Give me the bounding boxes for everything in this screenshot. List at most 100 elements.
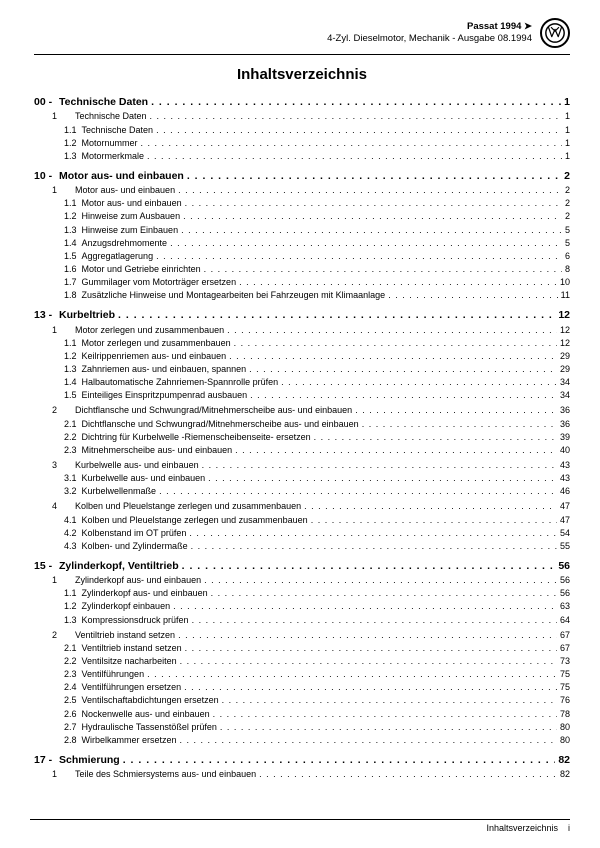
entry-number: 1.1 (34, 337, 77, 349)
toc-section: 00 - Technische Daten . . . . . . . . . … (34, 95, 570, 162)
entry-number: 2.2 (34, 431, 77, 443)
entry-page: 67 (560, 629, 570, 641)
entry-number: 1 (34, 184, 70, 196)
entry-title: Technische Daten (77, 124, 154, 136)
entry-page: 56 (560, 587, 570, 599)
toc-entry: 2.2 Dichtring für Kurbelwelle -Riemensch… (34, 431, 570, 443)
entry-title: Motornummer (77, 137, 138, 149)
table-of-contents: 00 - Technische Daten . . . . . . . . . … (34, 95, 570, 780)
entry-page: 34 (560, 376, 570, 388)
entry-title: Hinweise zum Einbauen (77, 224, 179, 236)
leader-dots: . . . . . . . . . . . . . . . . . . . . … (314, 431, 557, 443)
leader-dots: . . . . . . . . . . . . . . . . . . . . … (185, 642, 557, 654)
entry-page: 73 (560, 655, 570, 667)
leader-dots: . . . . . . . . . . . . . . . . . . . . … (234, 337, 557, 349)
leader-dots: . . . . . . . . . . . . . . . . . . . . … (227, 324, 557, 336)
entry-title: Nockenwelle aus- und einbauen (77, 708, 210, 720)
leader-dots: . . . . . . . . . . . . . . . . . . . . … (362, 418, 557, 430)
entry-page: 11 (561, 289, 570, 301)
section-number: 13 - (34, 308, 52, 322)
leader-dots: . . . . . . . . . . . . . . . . . . . . … (184, 681, 557, 693)
entry-number: 2 (34, 404, 70, 416)
toc-entry: 3.2 Kurbelwellenmaße . . . . . . . . . .… (34, 485, 570, 497)
section-title: Kurbeltrieb (56, 308, 115, 322)
page-footer: Inhaltsverzeichnis i (486, 822, 570, 834)
entry-number: 3.1 (34, 472, 77, 484)
entry-page: 78 (560, 708, 570, 720)
entry-page: 76 (560, 694, 570, 706)
entry-number: 2.4 (34, 681, 77, 693)
section-heading: 10 - Motor aus- und einbauen . . . . . .… (34, 169, 570, 183)
toc-entry: 2.4 Ventilführungen ersetzen . . . . . .… (34, 681, 570, 693)
section-title: Motor aus- und einbauen (56, 169, 184, 183)
entry-number: 1.7 (34, 276, 77, 288)
entry-title: Dichtflansche und Schwungrad/Mitnehmersc… (77, 418, 359, 430)
entry-number: 3.2 (34, 485, 77, 497)
leader-dots: . . . . . . . . . . . . . . . . . . . . … (250, 389, 557, 401)
entry-title: Motor zerlegen und zusammenbauen (70, 324, 224, 336)
entry-number: 1.2 (34, 350, 77, 362)
entry-title: Gummilager vom Motorträger ersetzen (77, 276, 237, 288)
leader-dots: . . . . . . . . . . . . . . . . . . . . … (249, 363, 557, 375)
toc-entry: 1 Motor zerlegen und zusammenbauen . . .… (34, 324, 570, 336)
leader-dots: . . . . . . . . . . . . . . . . . . . . … (178, 629, 557, 641)
entry-page: 43 (560, 459, 570, 471)
leader-dots: . . . . . . . . . . . . . . . . . . . . … (159, 485, 557, 497)
section-page: 1 (564, 95, 570, 109)
entry-page: 64 (560, 614, 570, 626)
entry-number: 2 (34, 629, 70, 641)
entry-number: 1.4 (34, 237, 77, 249)
entry-title: Halbautomatische Zahnriemen-Spannrolle p… (77, 376, 279, 388)
toc-entry: 1.8 Zusätzliche Hinweise und Montagearbe… (34, 289, 570, 301)
entry-page: 10 (560, 276, 570, 288)
entry-page: 2 (565, 197, 570, 209)
toc-entry: 1.6 Motor und Getriebe einrichten . . . … (34, 263, 570, 275)
entry-number: 2.1 (34, 642, 77, 654)
entry-page: 46 (560, 485, 570, 497)
toc-entry: 1.5 Einteiliges Einspritzpumpenrad ausba… (34, 389, 570, 401)
leader-dots: . . . . . . . . . . . . . . . . . . . . … (141, 137, 562, 149)
toc-entry: 1.2 Hinweise zum Ausbauen . . . . . . . … (34, 210, 570, 222)
entry-page: 29 (560, 363, 570, 375)
section-page: 2 (564, 169, 570, 183)
footer-page: i (568, 823, 570, 833)
toc-entry: 1.2 Motornummer . . . . . . . . . . . . … (34, 137, 570, 149)
entry-title: Wirbelkammer ersetzen (77, 734, 177, 746)
leader-dots: . . . . . . . . . . . . . . . . . . . . … (187, 169, 561, 183)
section-title: Schmierung (56, 753, 120, 767)
entry-page: 1 (565, 124, 570, 136)
toc-section: 15 - Zylinderkopf, Ventiltrieb . . . . .… (34, 559, 570, 746)
toc-entry: 1.2 Zylinderkopf einbauen . . . . . . . … (34, 600, 570, 612)
entry-page: 75 (560, 668, 570, 680)
entry-title: Ventilführungen (77, 668, 145, 680)
entry-title: Motor und Getriebe einrichten (77, 263, 201, 275)
entry-number: 1.3 (34, 614, 77, 626)
entry-number: 1.2 (34, 600, 77, 612)
model-line: Passat 1994 ➤ (327, 21, 532, 33)
entry-title: Dichtring für Kurbelwelle -Riemenscheibe… (77, 431, 311, 443)
leader-dots: . . . . . . . . . . . . . . . . . . . . … (183, 210, 562, 222)
leader-dots: . . . . . . . . . . . . . . . . . . . . … (229, 350, 557, 362)
entry-title: Motormerkmale (77, 150, 145, 162)
leader-dots: . . . . . . . . . . . . . . . . . . . . … (151, 95, 561, 109)
leader-dots: . . . . . . . . . . . . . . . . . . . . … (147, 668, 557, 680)
entry-number: 2.6 (34, 708, 77, 720)
toc-entry: 2.3 Ventilführungen . . . . . . . . . . … (34, 668, 570, 680)
vw-logo-icon (540, 18, 570, 48)
entry-title: Ventiltrieb instand setzen (70, 629, 175, 641)
leader-dots: . . . . . . . . . . . . . . . . . . . . … (180, 734, 557, 746)
entry-title: Mitnehmerscheibe aus- und einbauen (77, 444, 233, 456)
toc-section: 10 - Motor aus- und einbauen . . . . . .… (34, 169, 570, 301)
entry-page: 56 (560, 574, 570, 586)
entry-title: Kompressionsdruck prüfen (77, 614, 189, 626)
leader-dots: . . . . . . . . . . . . . . . . . . . . … (304, 500, 557, 512)
leader-dots: . . . . . . . . . . . . . . . . . . . . … (281, 376, 557, 388)
leader-dots: . . . . . . . . . . . . . . . . . . . . … (311, 514, 557, 526)
leader-dots: . . . . . . . . . . . . . . . . . . . . … (156, 250, 562, 262)
toc-entry: 4.2 Kolbenstand im OT prüfen . . . . . .… (34, 527, 570, 539)
entry-title: Zylinderkopf aus- und einbauen (70, 574, 201, 586)
entry-number: 1.1 (34, 124, 77, 136)
entry-number: 3 (34, 459, 70, 471)
entry-number: 4.3 (34, 540, 77, 552)
entry-page: 2 (565, 210, 570, 222)
